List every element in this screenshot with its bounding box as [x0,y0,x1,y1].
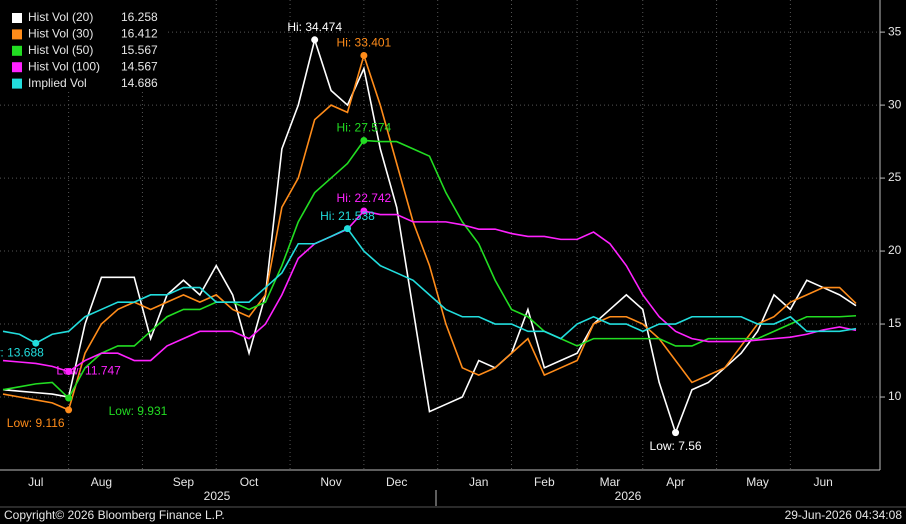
x-tick-label: Jan [469,475,488,489]
annotation-dot [360,137,368,145]
y-tick-label: 35 [888,24,902,38]
legend-label: Hist Vol (50) [28,43,93,57]
x-tick-label: Feb [534,475,555,489]
legend-value: 16.412 [121,27,158,41]
annotation-label: Hi: 34.474 [287,20,342,34]
year-label: 2025 [204,489,231,503]
y-tick-label: 25 [888,170,902,184]
legend-label: Hist Vol (30) [28,27,93,41]
legend-value: 15.567 [121,43,158,57]
legend-value: 14.567 [121,59,158,73]
x-tick-label: May [746,475,769,489]
series-line [2,36,857,436]
series-line [2,139,857,400]
x-tick-label: Dec [386,475,407,489]
annotation-label: Hi: 22.742 [337,191,392,205]
y-tick-label: 20 [888,243,902,257]
y-tick-label: 10 [888,389,902,403]
x-tick-label: Jun [814,475,833,489]
legend-swatch [12,62,22,73]
series-line [2,210,857,373]
annotation-dot [360,207,368,215]
annotation-dot [65,406,73,414]
x-tick-label: Sep [173,475,195,489]
series-line [2,52,857,412]
annotation-label: Hi: 33.401 [337,36,392,50]
annotation-dot [65,394,73,402]
x-tick-label: Oct [240,475,259,489]
legend-swatch [12,78,22,89]
legend-swatch [12,29,22,40]
legend-label: Hist Vol (100) [28,59,100,73]
legend-bg [0,0,166,92]
annotation-label: Low: 11.747 [56,364,121,378]
x-tick-label: Apr [666,475,685,489]
annotation-dot [343,225,351,233]
x-tick-label: Mar [600,475,621,489]
annotation-label: Low: 9.931 [109,404,168,418]
x-tick-label: Jul [28,475,43,489]
annotation-dot [360,51,368,59]
copyright: Copyright© 2026 Bloomberg Finance L.P. [4,508,225,522]
legend-value: 14.686 [121,76,158,90]
x-tick-label: Nov [320,475,341,489]
annotation-dot [672,429,680,437]
annotation-label: Low: 7.56 [650,439,702,453]
x-tick-label: Aug [91,475,112,489]
year-label: 2026 [615,489,642,503]
legend-swatch [12,45,22,56]
legend: Hist Vol (20) 16.258 Hist Vol (30) 16.412 Hi… [0,0,166,92]
timestamp: 29-Jun-2026 04:34:08 [785,508,903,522]
legend-value: 16.258 [121,10,158,24]
annotation-label: Low: 13.688 [0,345,44,359]
annotation-dot [32,339,40,347]
annotation-dot [311,36,319,44]
y-tick-label: 15 [888,316,902,330]
annotation-label: Low: 9.116 [7,416,65,430]
legend-swatch [12,13,22,23]
y-tick-label: 30 [888,97,902,111]
legend-label: Implied Vol [28,76,87,90]
legend-label: Hist Vol (20) [28,10,93,24]
annotation-label: Hi: 21.538 [320,209,375,223]
series-line [2,227,857,345]
annotation-label: Hi: 27.574 [337,121,392,135]
annotation-dot [65,368,73,376]
